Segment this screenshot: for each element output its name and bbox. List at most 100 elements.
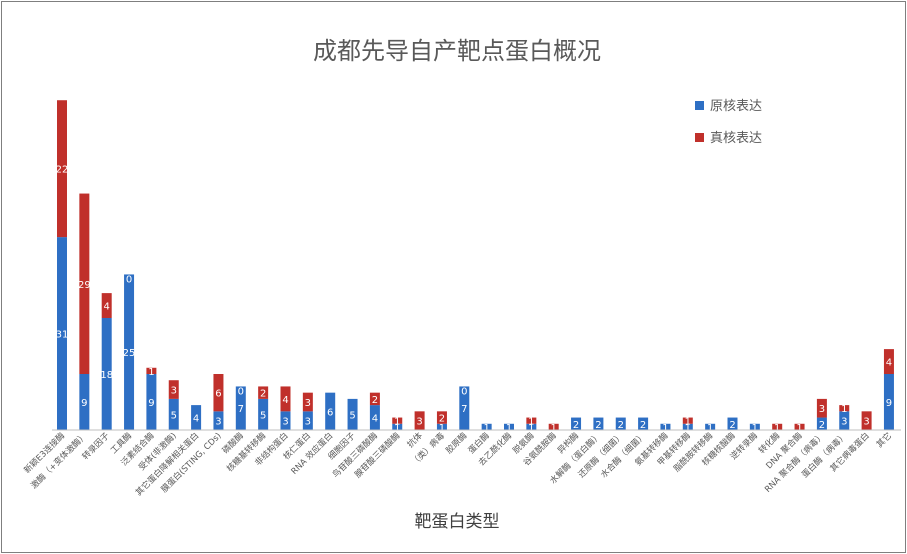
data-label-prokaryotic: 4 — [372, 414, 378, 425]
bar-eukaryotic — [302, 392, 313, 412]
bar-prokaryotic — [325, 392, 336, 430]
data-label-prokaryotic: 9 — [81, 398, 87, 409]
data-label-prokaryotic: 3 — [305, 417, 311, 428]
bar-prokaryotic — [191, 405, 202, 430]
data-label-prokaryotic: 2 — [573, 420, 579, 431]
data-label-eukaryotic: 1 — [796, 423, 802, 434]
data-label-prokaryotic: 1 — [439, 423, 445, 434]
bar-prokaryotic — [615, 417, 626, 430]
bar-eukaryotic — [79, 193, 90, 374]
legend-label-prokaryotic: 原核表达 — [710, 99, 762, 114]
bar-prokaryotic — [168, 398, 179, 430]
data-label-eukaryotic: 2 — [260, 389, 266, 400]
bar-eukaryotic — [369, 392, 380, 406]
bar-prokaryotic — [57, 237, 67, 430]
bar-prokaryotic — [79, 374, 90, 430]
data-label-eukaryotic: 0 — [238, 386, 244, 397]
bar-prokaryotic — [839, 411, 850, 430]
bar-prokaryotic — [459, 386, 470, 430]
bar-eukaryotic — [682, 417, 693, 424]
data-label-prokaryotic: 31 — [56, 330, 69, 341]
data-label-eukaryotic: 1 — [685, 417, 691, 428]
bar-prokaryotic — [392, 423, 403, 430]
x-tick-label: 其它 — [874, 430, 894, 450]
data-label-prokaryotic: 2 — [819, 420, 825, 431]
legend-swatch-prokaryotic — [695, 101, 704, 110]
bar-prokaryotic — [526, 423, 537, 430]
bar-prokaryotic — [124, 274, 135, 430]
data-label-eukaryotic: 1 — [148, 367, 154, 378]
bar-prokaryotic — [593, 417, 604, 430]
data-label-prokaryotic: 9 — [886, 398, 892, 409]
data-label-eukaryotic: 0 — [126, 274, 132, 285]
data-label-prokaryotic: 18 — [100, 370, 113, 381]
bar-prokaryotic — [749, 423, 760, 430]
bar-prokaryotic — [302, 411, 313, 430]
data-label-eukaryotic: 2 — [439, 414, 445, 425]
bar-prokaryotic — [280, 411, 291, 430]
bar-prokaryotic — [436, 423, 447, 430]
bar-eukaryotic — [57, 100, 67, 238]
data-label-prokaryotic: 1 — [662, 423, 668, 434]
data-label-prokaryotic: 5 — [171, 410, 177, 421]
bar-eukaryotic — [280, 386, 291, 412]
data-label-prokaryotic: 9 — [148, 398, 154, 409]
bar-eukaryotic — [258, 386, 269, 399]
bar-prokaryotic — [369, 405, 380, 430]
data-label-prokaryotic: 2 — [618, 420, 624, 431]
bar-prokaryotic — [638, 417, 649, 430]
bar-prokaryotic — [347, 398, 358, 430]
data-label-prokaryotic: 25 — [123, 348, 136, 359]
data-label-prokaryotic: 3 — [215, 417, 221, 428]
bar-prokaryotic — [481, 423, 492, 430]
bar-prokaryotic — [571, 417, 582, 430]
data-label-prokaryotic: 2 — [595, 420, 601, 431]
bar-prokaryotic — [727, 417, 738, 430]
data-label-eukaryotic: 1 — [551, 423, 557, 434]
bar-prokaryotic — [682, 423, 693, 430]
bar-eukaryotic — [861, 411, 872, 430]
bar-eukaryotic — [839, 405, 850, 412]
bars-group — [57, 100, 894, 430]
legend-label-eukaryotic: 真核表达 — [710, 131, 762, 146]
data-label-eukaryotic: 1 — [528, 417, 534, 428]
data-label-eukaryotic: 3 — [416, 417, 422, 428]
data-label-prokaryotic: 4 — [193, 414, 199, 425]
data-label-eukaryotic: 4 — [886, 358, 892, 369]
data-label-prokaryotic: 1 — [707, 423, 713, 434]
data-label-eukaryotic: 22 — [56, 165, 69, 176]
bar-eukaryotic — [168, 380, 179, 399]
legend-swatch-eukaryotic — [695, 133, 704, 142]
x-tick-label: 抗体 — [405, 430, 425, 450]
data-label-eukaryotic: 4 — [104, 302, 110, 313]
data-label-prokaryotic: 5 — [260, 410, 266, 421]
bar-prokaryotic — [235, 386, 246, 430]
legend: 原核表达 真核表达 — [695, 99, 762, 146]
bar-prokaryotic — [883, 374, 894, 430]
bar-eukaryotic — [772, 423, 783, 430]
data-label-prokaryotic: 5 — [349, 410, 355, 421]
bar-prokaryotic — [660, 423, 671, 430]
bar-eukaryotic — [548, 423, 559, 430]
data-label-prokaryotic: 1 — [752, 423, 758, 434]
bar-eukaryotic — [794, 423, 805, 430]
data-label-prokaryotic: 3 — [841, 417, 847, 428]
bar-eukaryotic — [101, 293, 112, 318]
bar-eukaryotic — [213, 374, 224, 412]
bar-eukaryotic — [883, 349, 894, 374]
bar-prokaryotic — [816, 417, 827, 430]
bar-eukaryotic — [414, 411, 425, 430]
data-label-prokaryotic: 3 — [282, 417, 288, 428]
data-label-eukaryotic: 1 — [841, 404, 847, 415]
bar-eukaryotic — [526, 417, 537, 424]
data-label-eukaryotic: 3 — [171, 386, 177, 397]
bar-eukaryotic — [436, 411, 447, 424]
bar-prokaryotic — [504, 423, 514, 430]
data-label-eukaryotic: 3 — [305, 398, 311, 409]
data-label-eukaryotic: 29 — [78, 280, 91, 291]
data-label-eukaryotic: 2 — [372, 395, 378, 406]
bar-prokaryotic — [146, 374, 157, 430]
